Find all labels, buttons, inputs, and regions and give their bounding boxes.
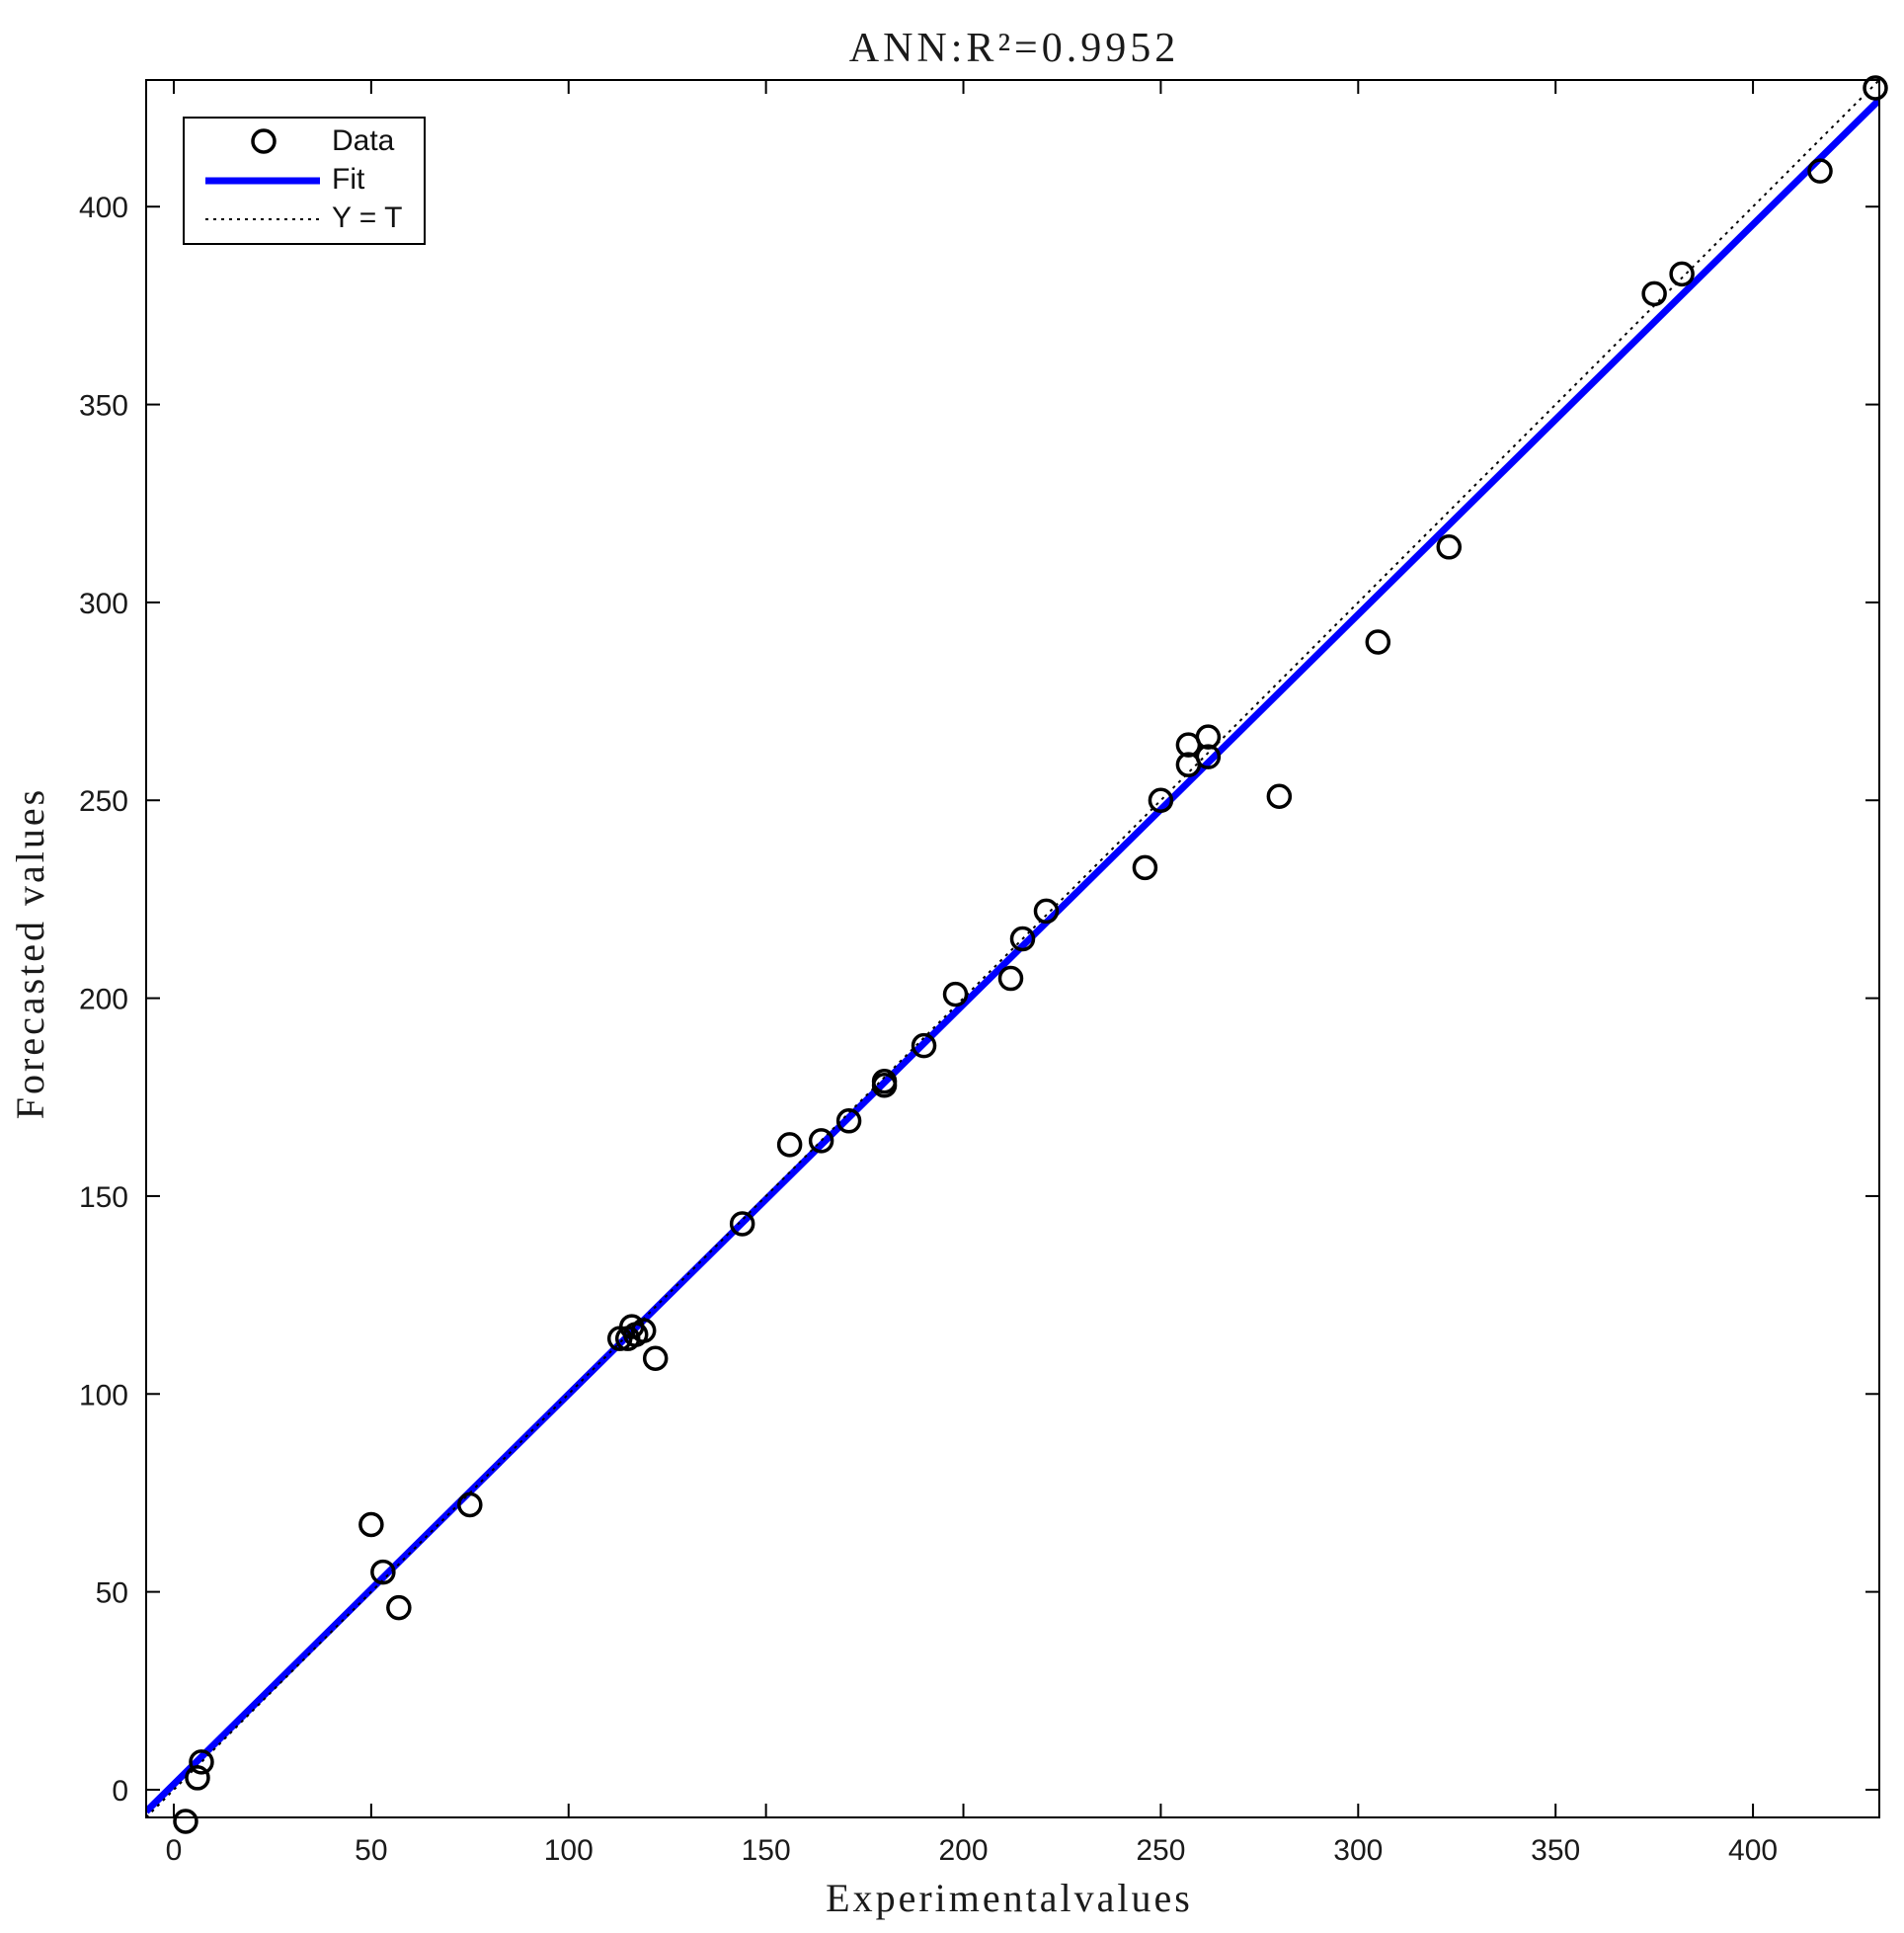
legend-label-fit: Fit bbox=[332, 163, 365, 196]
x-tick-label: 50 bbox=[355, 1834, 387, 1867]
y-tick-label: 250 bbox=[79, 785, 128, 818]
data-point bbox=[386, 1594, 412, 1621]
identity-line bbox=[146, 80, 1879, 1817]
y-axis-title: Forecasted values bbox=[8, 787, 52, 1119]
data-point bbox=[1641, 281, 1667, 307]
data-point bbox=[911, 1032, 937, 1059]
data-point bbox=[358, 1511, 384, 1538]
x-tick-label: 350 bbox=[1531, 1834, 1580, 1867]
fit-layer bbox=[146, 97, 1879, 1814]
data-point bbox=[1195, 724, 1222, 750]
data-point bbox=[1863, 75, 1888, 101]
data-point bbox=[1009, 926, 1036, 952]
data-point bbox=[185, 1765, 210, 1791]
legend-data-marker bbox=[251, 128, 277, 154]
x-tick-label: 100 bbox=[544, 1834, 594, 1867]
x-tick-label: 400 bbox=[1728, 1834, 1778, 1867]
plot-area-frame bbox=[145, 79, 1880, 1818]
data-point bbox=[871, 1072, 898, 1098]
chart-title: ANN:R²=0.9952 bbox=[849, 26, 1179, 71]
data-point bbox=[642, 1345, 669, 1371]
data-point bbox=[370, 1559, 396, 1585]
y-tick-label: 50 bbox=[96, 1577, 128, 1610]
x-tick-label: 0 bbox=[166, 1834, 183, 1867]
y-tick-label: 350 bbox=[79, 390, 128, 423]
y-tick-label: 200 bbox=[79, 984, 128, 1016]
y-tick-label: 400 bbox=[79, 192, 128, 224]
data-points bbox=[173, 75, 1888, 1834]
y-axis-ticks: 0 50 100 150 200 250 300 350 400 bbox=[79, 192, 1879, 1808]
x-axis-ticks: 0 50 100 150 200 250 300 350 400 bbox=[166, 80, 1778, 1867]
identity-layer bbox=[146, 80, 1879, 1817]
data-point bbox=[1148, 787, 1174, 813]
data-point bbox=[1807, 158, 1833, 184]
x-axis-title: Experimentalvalues bbox=[826, 1876, 1193, 1920]
x-tick-label: 150 bbox=[742, 1834, 791, 1867]
x-tick-label: 250 bbox=[1136, 1834, 1185, 1867]
data-point bbox=[729, 1211, 755, 1237]
data-point bbox=[630, 1318, 657, 1343]
fit-line bbox=[146, 97, 1879, 1814]
y-tick-label: 0 bbox=[112, 1775, 128, 1808]
data-point bbox=[1365, 629, 1391, 655]
x-tick-label: 200 bbox=[938, 1834, 988, 1867]
data-point bbox=[776, 1132, 803, 1158]
y-tick-label: 100 bbox=[79, 1379, 128, 1411]
data-point bbox=[1195, 744, 1222, 769]
data-point bbox=[1033, 898, 1060, 925]
data-point bbox=[173, 1809, 198, 1834]
data-point bbox=[1266, 783, 1293, 809]
data-point bbox=[189, 1749, 214, 1775]
data-point bbox=[942, 981, 969, 1007]
x-tick-label: 300 bbox=[1333, 1834, 1383, 1867]
data-point bbox=[1436, 534, 1462, 560]
data-point bbox=[997, 965, 1024, 992]
data-point bbox=[808, 1128, 834, 1154]
data-point bbox=[835, 1108, 862, 1134]
data-point bbox=[457, 1491, 483, 1518]
y-tick-label: 300 bbox=[79, 588, 128, 620]
legend-label-data: Data bbox=[332, 124, 395, 157]
legend-label-identity: Y = T bbox=[332, 201, 402, 234]
data-point bbox=[1669, 261, 1695, 287]
y-tick-label: 150 bbox=[79, 1181, 128, 1214]
legend: Data Fit Y = T bbox=[183, 117, 426, 245]
data-point bbox=[1132, 854, 1158, 881]
